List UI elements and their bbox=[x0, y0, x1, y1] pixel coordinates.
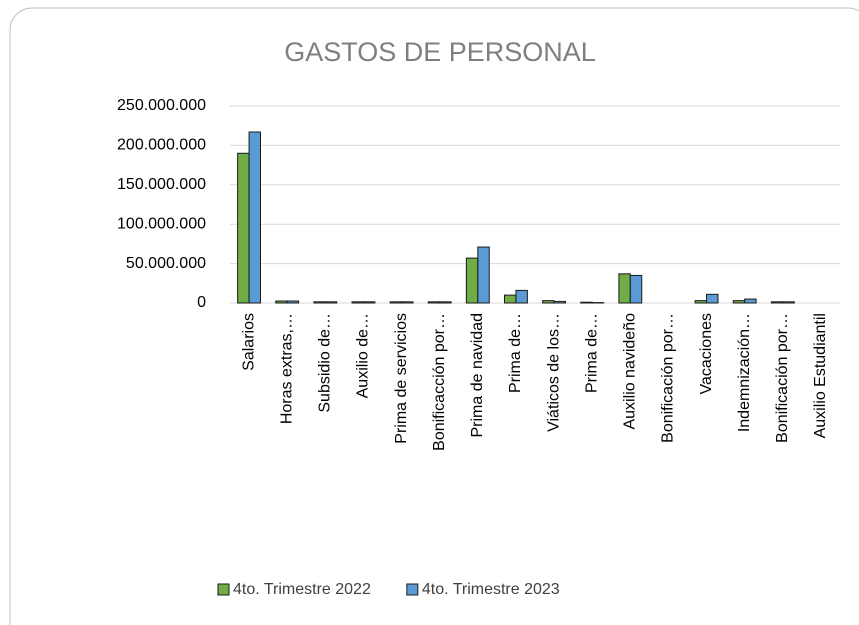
bar bbox=[504, 294, 517, 304]
x-tick-label: Bonificación por… bbox=[774, 313, 791, 443]
bar bbox=[515, 289, 528, 304]
bar bbox=[580, 301, 593, 304]
legend-label: 4to. Trimestre 2023 bbox=[422, 581, 560, 598]
bar bbox=[629, 274, 643, 304]
x-tick-label: Horas extras,… bbox=[278, 313, 295, 424]
legend-label: 4to. Trimestre 2022 bbox=[233, 581, 371, 598]
x-tick-label: Prima de navidad bbox=[469, 313, 486, 438]
bar bbox=[389, 301, 403, 304]
x-tick-label: Prima de… bbox=[507, 313, 524, 393]
bar bbox=[553, 300, 566, 304]
legend-swatch bbox=[406, 583, 419, 596]
bar bbox=[770, 301, 784, 304]
bar bbox=[351, 301, 364, 304]
bar bbox=[401, 301, 414, 304]
bar bbox=[706, 293, 719, 304]
x-tick-label: Bonificacción por… bbox=[431, 313, 448, 451]
y-tick-label: 100.000.000 bbox=[117, 215, 206, 232]
x-tick-label: Prima de… bbox=[583, 313, 600, 393]
bar bbox=[477, 246, 490, 304]
x-tick-label: Auxilio de… bbox=[355, 313, 372, 398]
x-tick-label: Prima de servicios bbox=[393, 313, 410, 444]
x-tick-label: Auxilio navideño bbox=[622, 313, 639, 430]
y-tick-label: 0 bbox=[197, 294, 206, 311]
x-tick-label: Subsidio de… bbox=[317, 313, 334, 413]
bar bbox=[286, 300, 300, 304]
bar bbox=[694, 300, 708, 304]
x-tick-label: Vacaciones bbox=[698, 313, 715, 395]
bar bbox=[248, 131, 261, 304]
y-tick-label: 200.000.000 bbox=[117, 137, 206, 154]
bar bbox=[465, 257, 479, 304]
chart-frame bbox=[9, 7, 859, 625]
bar bbox=[782, 301, 795, 304]
x-tick-label: Bonificación por… bbox=[660, 313, 677, 443]
legend-swatch bbox=[217, 583, 230, 596]
bar bbox=[324, 301, 338, 304]
bar bbox=[732, 300, 746, 304]
x-tick-label: Auxilio Estudiantil bbox=[812, 313, 829, 438]
bar bbox=[362, 301, 376, 304]
bar bbox=[744, 298, 757, 304]
bar bbox=[313, 301, 326, 304]
y-tick-label: 250.000.000 bbox=[117, 97, 206, 114]
bar bbox=[618, 273, 631, 304]
x-tick-label: Salarios bbox=[240, 313, 257, 371]
x-tick-label: Viáticos de los… bbox=[545, 313, 562, 432]
y-tick-label: 150.000.000 bbox=[117, 176, 206, 193]
bar bbox=[439, 301, 452, 304]
bar bbox=[275, 300, 288, 304]
bar bbox=[237, 152, 250, 304]
bar bbox=[427, 301, 441, 304]
chart-title: GASTOS DE PERSONAL bbox=[284, 37, 596, 67]
y-tick-label: 50.000.000 bbox=[126, 255, 206, 272]
x-tick-label: Indemnización… bbox=[736, 313, 753, 432]
bar bbox=[542, 300, 555, 304]
